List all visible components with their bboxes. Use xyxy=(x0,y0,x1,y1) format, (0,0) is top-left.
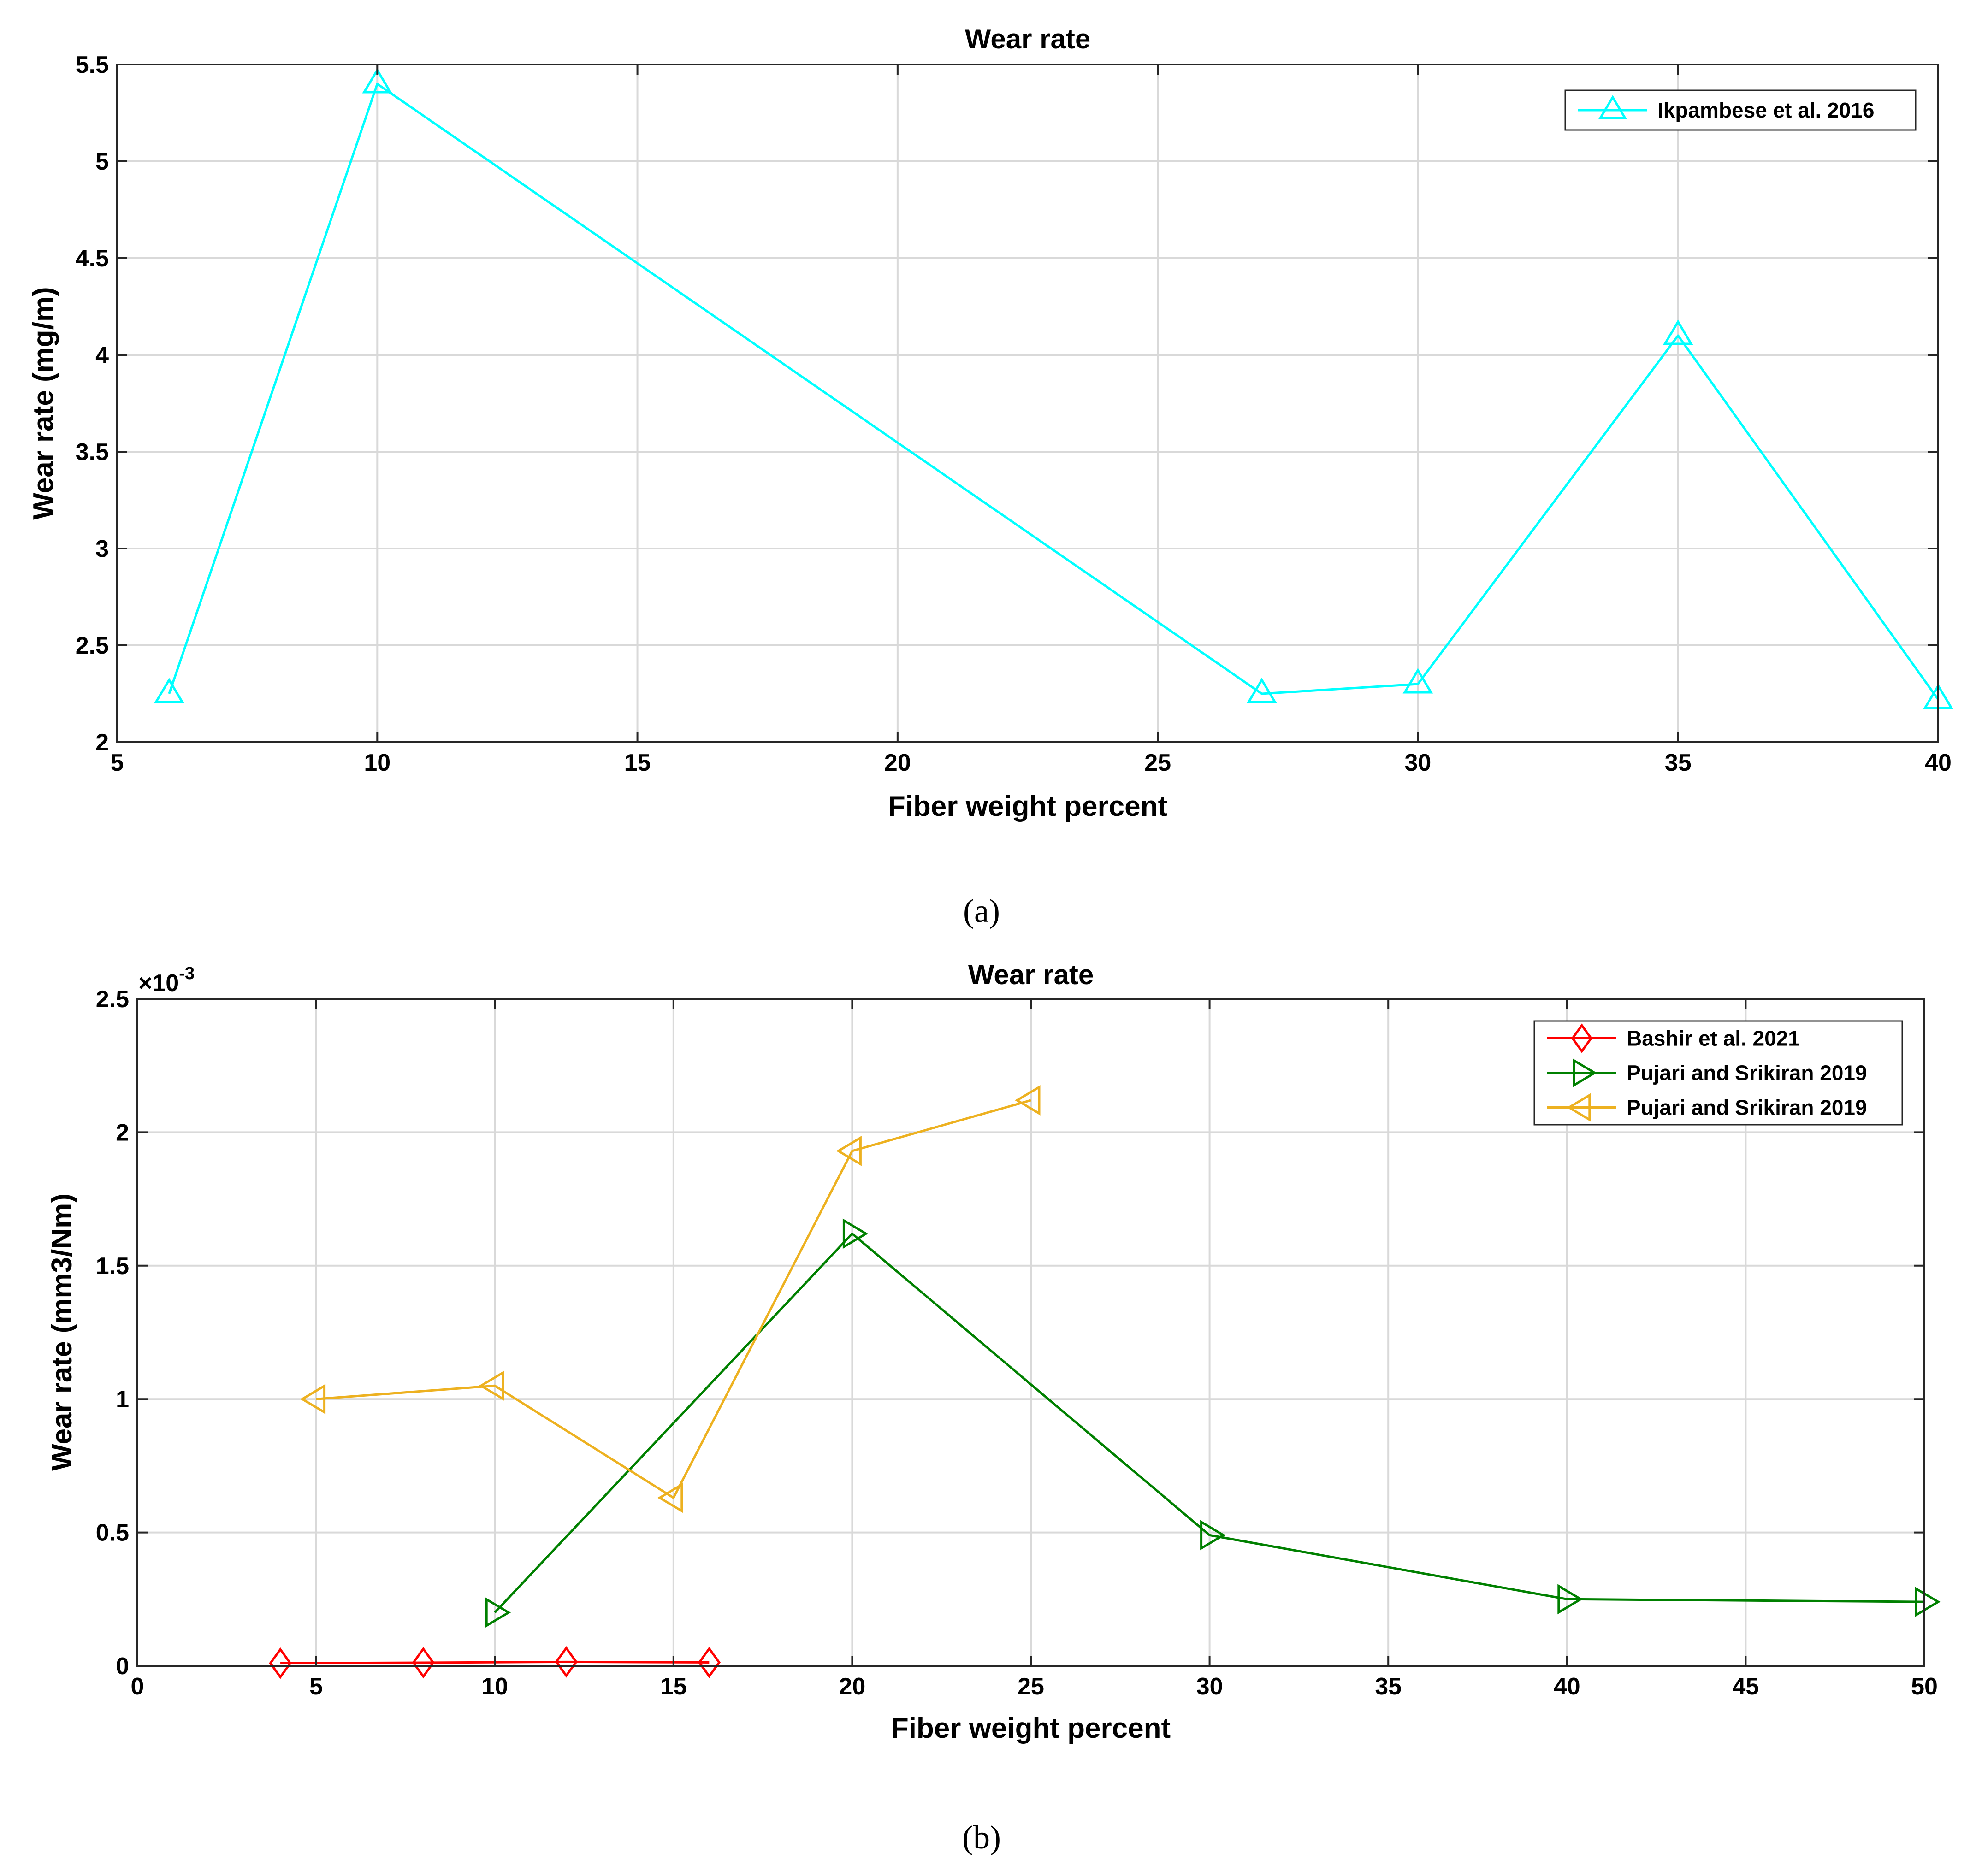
legend-marker xyxy=(1598,95,1627,119)
data-point xyxy=(836,1136,862,1166)
tick-labels-a: 5 10 15 20 25 30 35 40 2 2.5 3 3.5 4 4.5 5 5.5 xyxy=(76,52,1952,776)
x-tick-label: 5 xyxy=(111,750,124,776)
y-tick-label: 5 xyxy=(95,148,109,175)
legend-marker xyxy=(1567,1093,1591,1122)
x-tick-label: 25 xyxy=(1144,750,1171,776)
tick-labels-b: 0 5 10 15 20 25 30 35 40 45 50 0 0.5 1 1.5 2 2.5 xyxy=(96,986,1938,1700)
chart-title-b: Wear rate xyxy=(968,959,1094,990)
series-2 xyxy=(485,1218,1941,1628)
y-tick-label: 2 xyxy=(116,1119,129,1146)
y-tick-label: 0.5 xyxy=(96,1520,129,1546)
exponent-power: -3 xyxy=(179,964,195,983)
series-line xyxy=(168,83,1940,701)
legend-a: Ikpambese et al. 2016 xyxy=(1564,89,1917,131)
legend-label: Pujari and Srikiran 2019 xyxy=(1627,1096,1867,1120)
panel-label-a: (a) xyxy=(963,892,1000,929)
series-line xyxy=(316,1099,1031,1499)
y-tick-label: 0 xyxy=(116,1653,129,1680)
x-axis-label-b: Fiber weight percent xyxy=(891,1712,1171,1744)
data-point xyxy=(657,1482,683,1513)
series-3 xyxy=(300,1085,1041,1513)
x-tick-label: 20 xyxy=(884,750,911,776)
data-point xyxy=(1200,1520,1226,1551)
legend-label: Bashir et al. 2021 xyxy=(1627,1027,1800,1051)
x-tick-label: 35 xyxy=(1375,1673,1402,1700)
y-tick-label: 1 xyxy=(116,1386,129,1413)
x-tick-label: 35 xyxy=(1665,750,1692,776)
series-line xyxy=(494,1232,1925,1613)
series-layer-b xyxy=(269,1085,1941,1679)
plot-area-a xyxy=(117,65,1938,742)
legend-b: Bashir et al. 2021 Pujari and Srikiran 20… xyxy=(1533,1020,1903,1126)
data-point xyxy=(1246,678,1277,703)
y-tick-label: 3.5 xyxy=(76,439,109,466)
y-tick-label: 4.5 xyxy=(76,245,109,272)
y-tick-label: 2.5 xyxy=(76,632,109,659)
panel-label-b: (b) xyxy=(962,1819,1001,1856)
data-point xyxy=(485,1597,511,1628)
x-tick-label: 15 xyxy=(624,750,651,776)
y-tick-label: 3 xyxy=(95,536,109,562)
y-axis-label-a: Wear rate (mg/m) xyxy=(28,287,59,519)
legend-marker xyxy=(1573,1058,1597,1087)
x-tick-label: 40 xyxy=(1554,1673,1580,1700)
x-tick-label: 50 xyxy=(1911,1673,1938,1700)
legend-label: Ikpambese et al. 2016 xyxy=(1657,98,1875,122)
y-axis-label-b: Wear rate (mm3/Nm) xyxy=(46,1193,78,1471)
x-tick-label: 30 xyxy=(1196,1673,1223,1700)
x-tick-label: 30 xyxy=(1405,750,1432,776)
y-tick-label: 4 xyxy=(95,342,109,369)
exponent-base: ×10 xyxy=(138,970,179,997)
data-point xyxy=(698,1647,721,1678)
data-point xyxy=(1015,1085,1041,1116)
chart-panel-b: 0 5 10 15 20 25 30 35 40 45 50 0 0.5 1 1.5 2 2.5 ×10-3 W… xyxy=(46,959,1941,1856)
x-axis-label-a: Fiber weight percent xyxy=(888,791,1167,822)
x-tick-label: 25 xyxy=(1018,1673,1044,1700)
data-point xyxy=(1557,1584,1583,1615)
axes-frame-a xyxy=(116,64,1939,743)
x-tick-label: 10 xyxy=(364,750,390,776)
x-tick-label: 10 xyxy=(481,1673,508,1700)
data-point xyxy=(269,1647,292,1679)
data-point xyxy=(842,1218,869,1249)
data-point xyxy=(1663,319,1693,345)
y-tick-label: 2.5 xyxy=(96,986,129,1013)
x-tick-label: 15 xyxy=(660,1673,687,1700)
data-point xyxy=(555,1646,578,1678)
x-tick-label: 5 xyxy=(309,1673,323,1700)
legend-marker xyxy=(1571,1023,1593,1053)
data-point xyxy=(479,1370,504,1401)
x-tick-label: 0 xyxy=(131,1673,144,1700)
x-tick-label: 40 xyxy=(1925,750,1952,776)
chart-title-a: Wear rate xyxy=(965,24,1090,54)
y-exponent-label-b: ×10-3 xyxy=(138,964,195,997)
chart-panel-a: 5 10 15 20 25 30 35 40 2 2.5 3 3.5 4 4.5 5 5.5 Wear rat… xyxy=(28,24,1953,929)
y-tick-label: 5.5 xyxy=(76,52,109,78)
y-tick-label: 1.5 xyxy=(96,1253,129,1280)
data-point xyxy=(362,68,393,94)
data-point xyxy=(1402,668,1433,694)
data-point xyxy=(300,1384,326,1415)
legend-label: Pujari and Srikiran 2019 xyxy=(1627,1061,1867,1085)
data-point xyxy=(412,1647,435,1679)
data-point xyxy=(154,678,184,703)
data-point xyxy=(1915,1587,1941,1617)
y-tick-label: 2 xyxy=(95,729,109,756)
grid-a xyxy=(117,65,1938,742)
x-tick-label: 20 xyxy=(839,1673,865,1700)
x-tick-label: 45 xyxy=(1732,1673,1759,1700)
